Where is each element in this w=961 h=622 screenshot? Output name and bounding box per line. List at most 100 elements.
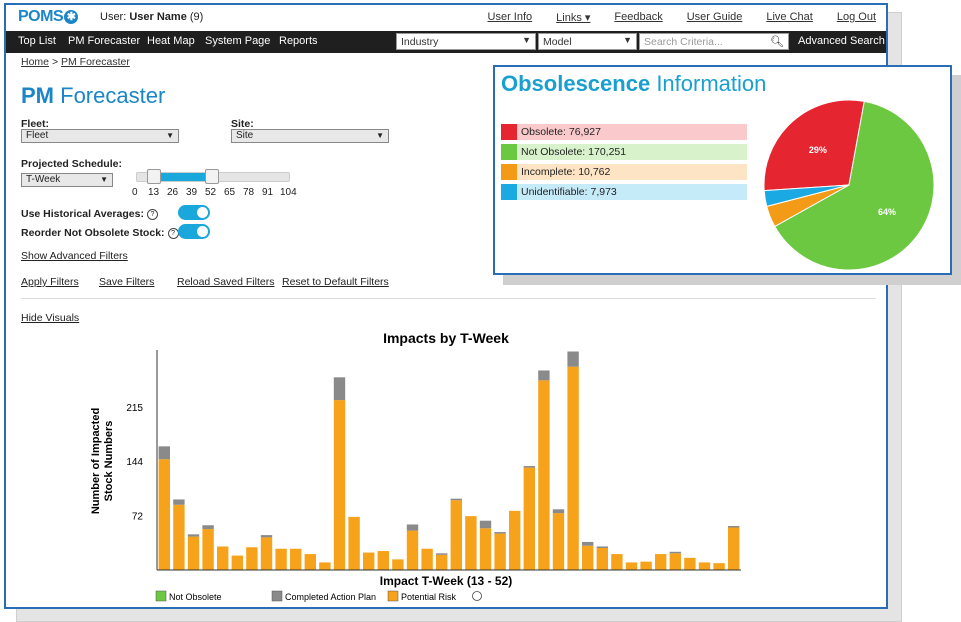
pie-slice-not-obsolete[interactable] (774, 100, 935, 271)
pie-slice-unidentifiable[interactable] (763, 184, 850, 208)
bar-potential-risk[interactable] (567, 366, 579, 570)
bar-potential-risk[interactable] (494, 533, 506, 570)
bar-potential-risk[interactable] (363, 552, 375, 570)
nav-heat-map[interactable]: Heat Map (147, 35, 195, 47)
bar-potential-risk[interactable] (421, 548, 433, 570)
site-select[interactable]: Site ▼ (231, 129, 389, 143)
bar-potential-risk[interactable] (290, 548, 302, 570)
pie-slice-obsolete[interactable] (763, 99, 865, 192)
bar-potential-risk[interactable] (669, 553, 681, 570)
help-icon[interactable] (472, 591, 482, 601)
bar-action-plan[interactable] (173, 499, 185, 505)
bar-action-plan[interactable] (406, 524, 419, 531)
bar-potential-risk[interactable] (348, 516, 360, 570)
log-out-link[interactable]: Log Out (836, 11, 876, 23)
search-icon[interactable]: 🔍︎ (770, 36, 784, 48)
bar-action-plan[interactable] (450, 498, 462, 501)
schedule-select[interactable]: T-Week ▼ (21, 173, 113, 187)
user-guide-link[interactable]: User Guide (686, 11, 743, 23)
bar-action-plan[interactable] (333, 377, 346, 401)
bar-potential-risk[interactable] (304, 554, 316, 570)
reset-filters-link[interactable]: Reset to Default Filters (282, 276, 389, 288)
bar-potential-risk[interactable] (538, 380, 550, 570)
bar-potential-risk[interactable] (260, 537, 273, 570)
bar-potential-risk[interactable] (158, 459, 170, 570)
bar-potential-risk[interactable] (640, 561, 652, 570)
bar-potential-risk[interactable] (479, 528, 492, 570)
bar-potential-risk[interactable] (611, 554, 623, 570)
bar-potential-risk[interactable] (465, 516, 477, 570)
bar-potential-risk[interactable] (450, 500, 462, 570)
bar-action-plan[interactable] (479, 520, 492, 529)
bar-action-plan[interactable] (494, 532, 506, 534)
links-menu[interactable]: Links ▾ (556, 12, 591, 24)
bar-potential-risk[interactable] (275, 548, 287, 570)
bar-action-plan[interactable] (436, 553, 448, 555)
bar-potential-risk[interactable] (509, 510, 521, 570)
reorder-toggle[interactable] (178, 224, 210, 239)
bar-potential-risk[interactable] (728, 527, 740, 570)
bar-action-plan[interactable] (669, 551, 681, 554)
bar-potential-risk[interactable] (596, 548, 608, 570)
nav-system-page[interactable]: System Page (205, 35, 271, 47)
bar-action-plan[interactable] (552, 509, 565, 514)
fleet-select[interactable]: Fleet ▼ (21, 129, 179, 143)
bar-potential-risk[interactable] (173, 504, 185, 570)
reload-filters-link[interactable]: Reload Saved Filters (177, 276, 275, 288)
bar-action-plan[interactable] (538, 370, 550, 381)
bar-potential-risk[interactable] (684, 557, 696, 570)
historical-averages-toggle[interactable] (178, 205, 210, 220)
bar-potential-risk[interactable] (698, 562, 711, 570)
bar-potential-risk[interactable] (655, 554, 667, 570)
breadcrumb-home[interactable]: Home (21, 56, 50, 68)
bar-action-plan[interactable] (260, 535, 273, 538)
bar-potential-risk[interactable] (202, 529, 214, 570)
save-filters-link[interactable]: Save Filters (99, 276, 155, 288)
bar-potential-risk[interactable] (246, 547, 258, 570)
nav-pm-forecaster[interactable]: PM Forecaster (68, 35, 141, 47)
bar-potential-risk[interactable] (231, 555, 243, 570)
live-chat-link[interactable]: Live Chat (766, 11, 813, 23)
breadcrumb-current[interactable]: PM Forecaster (61, 56, 130, 68)
poms-logo[interactable]: POMS ✱ (18, 8, 79, 26)
bar-potential-risk[interactable] (377, 551, 389, 570)
search-placeholder: Search Criteria... (644, 36, 723, 48)
search-input[interactable]: Search Criteria... 🔍︎ (639, 33, 789, 50)
bar-potential-risk[interactable] (625, 562, 638, 570)
nav-reports[interactable]: Reports (279, 35, 318, 47)
advanced-search-link[interactable]: Advanced Search (798, 35, 885, 47)
bar-potential-risk[interactable] (552, 513, 565, 570)
bar-action-plan[interactable] (158, 446, 170, 460)
bar-action-plan[interactable] (582, 541, 594, 546)
bar-potential-risk[interactable] (217, 546, 229, 570)
feedback-link[interactable]: Feedback (614, 11, 663, 23)
bar-potential-risk[interactable] (713, 563, 725, 570)
slider-handle-min[interactable] (147, 169, 161, 184)
bar-action-plan[interactable] (523, 466, 535, 468)
nav-top-list[interactable]: Top List (18, 35, 56, 47)
bar-potential-risk[interactable] (392, 559, 404, 570)
pie-slice-label: 64% (878, 207, 896, 217)
bar-potential-risk[interactable] (406, 530, 419, 570)
apply-filters-link[interactable]: Apply Filters (21, 276, 79, 288)
bar-potential-risk[interactable] (523, 467, 535, 570)
bar-potential-risk[interactable] (333, 400, 346, 570)
bar-action-plan[interactable] (187, 534, 200, 537)
model-select[interactable]: Model ▼ (538, 33, 637, 50)
show-advanced-filters-link[interactable]: Show Advanced Filters (21, 250, 128, 262)
bar-potential-risk[interactable] (319, 562, 331, 570)
bar-action-plan[interactable] (202, 525, 214, 530)
bar-action-plan[interactable] (567, 351, 579, 367)
bar-action-plan[interactable] (728, 526, 740, 528)
bar-potential-risk[interactable] (582, 545, 594, 570)
user-info-link[interactable]: User Info (487, 11, 533, 23)
help-icon[interactable]: ? (146, 209, 158, 220)
bar-action-plan[interactable] (596, 546, 608, 548)
bar-potential-risk[interactable] (436, 554, 448, 570)
hide-visuals-link[interactable]: Hide Visuals (21, 312, 80, 324)
bar-potential-risk[interactable] (187, 536, 200, 570)
obsolete-swatch (501, 124, 517, 140)
logo-text: POMS (18, 8, 64, 25)
industry-select[interactable]: Industry ▼ (396, 33, 536, 50)
slider-handle-max[interactable] (205, 169, 219, 184)
